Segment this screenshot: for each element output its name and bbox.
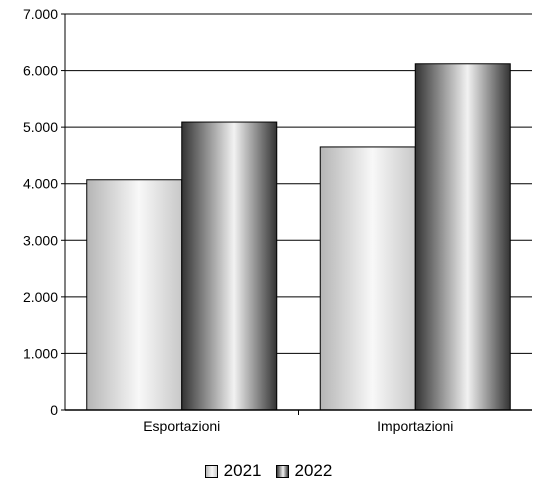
legend: 2021 2022 [0, 457, 537, 485]
bar-2022-importazioni [414, 63, 511, 411]
y-tick-label: 6.000 [23, 63, 58, 79]
y-tick-label: 3.000 [23, 232, 58, 248]
bars [86, 63, 511, 411]
bar-2021-importazioni [319, 146, 416, 411]
legend-item-2022: 2022 [275, 461, 333, 481]
y-tick-label: 1.000 [23, 345, 58, 361]
bar-2022-esportazioni [181, 121, 278, 411]
y-tick-label: 4.000 [23, 176, 58, 192]
legend-swatch-2021 [204, 464, 218, 478]
x-tick-label: Importazioni [377, 418, 453, 434]
tick-labels: 0 1.000 2.000 3.000 4.000 5.000 6.000 7.000 Espo… [23, 6, 453, 434]
y-tick-label: 0 [50, 402, 58, 418]
bar-2021-esportazioni [86, 179, 183, 411]
legend-label-2021: 2021 [223, 461, 262, 480]
y-tick-label: 5.000 [23, 119, 58, 135]
axes [61, 13, 532, 415]
legend-swatch-2022 [275, 464, 289, 478]
bar-chart: 0 1.000 2.000 3.000 4.000 5.000 6.000 7.000 Espo… [23, 6, 532, 434]
legend-label-2022: 2022 [294, 461, 333, 480]
legend-item-2021: 2021 [204, 461, 262, 481]
x-tick-label: Esportazioni [143, 418, 220, 434]
y-tick-label: 2.000 [23, 289, 58, 305]
y-tick-label: 7.000 [23, 6, 58, 22]
